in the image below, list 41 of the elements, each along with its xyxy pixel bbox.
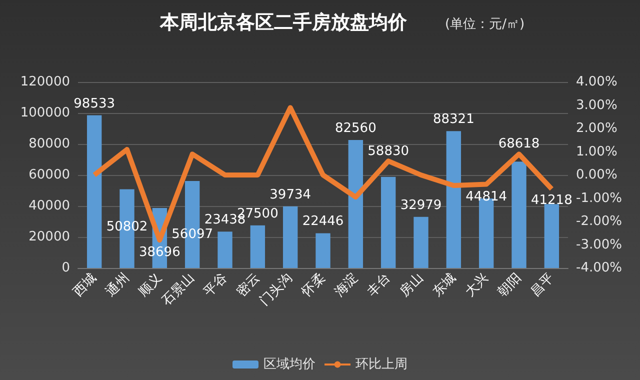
y-tick-label: 100000 bbox=[20, 106, 70, 120]
y2-tick-label: 3.00% bbox=[576, 98, 618, 113]
data-label: 44814 bbox=[466, 190, 508, 205]
data-label: 98533 bbox=[74, 96, 116, 112]
y-tick-label: 40000 bbox=[28, 198, 70, 214]
data-label: 82560 bbox=[334, 121, 376, 136]
y2-tick-label: -2.00% bbox=[576, 214, 622, 229]
legend-label: 环比上周 bbox=[356, 357, 408, 372]
y2-tick-label: -4.00% bbox=[576, 260, 622, 276]
x-tick-label: 朝阳 bbox=[495, 270, 524, 300]
x-tick-label: 昌平 bbox=[528, 270, 557, 300]
x-tick-label: 通州 bbox=[103, 270, 132, 300]
y-tick-label: 80000 bbox=[28, 136, 70, 152]
chart-subtitle: (单位：元/㎡) bbox=[445, 17, 525, 32]
y2-tick-label: 4.00% bbox=[576, 74, 618, 90]
x-tick-label: 大兴 bbox=[462, 270, 492, 300]
data-label: 58830 bbox=[368, 144, 410, 159]
y2-tick-label: 2.00% bbox=[576, 121, 618, 136]
data-label: 32979 bbox=[400, 198, 442, 213]
legend-label: 区域均价 bbox=[264, 357, 316, 372]
x-tick-label: 房山 bbox=[396, 270, 426, 300]
y-tick-label: 120000 bbox=[20, 74, 70, 90]
data-label: 22446 bbox=[302, 214, 344, 230]
data-label: 88321 bbox=[432, 112, 474, 128]
x-tick-label: 西城 bbox=[70, 270, 100, 300]
y-tick-label: 60000 bbox=[28, 168, 70, 182]
data-label: 41218 bbox=[530, 193, 572, 208]
x-tick-label: 平谷 bbox=[201, 270, 230, 300]
y-tick-label: 20000 bbox=[28, 230, 70, 244]
y2-tick-label: -3.00% bbox=[576, 237, 622, 252]
data-label: 39734 bbox=[270, 187, 312, 202]
chart-title: 本周北京各区二手房放盘均价 bbox=[159, 12, 408, 34]
x-tick-label: 怀柔 bbox=[298, 270, 328, 300]
y2-tick-label: 1.00% bbox=[576, 144, 618, 160]
x-tick-label: 东城 bbox=[430, 270, 459, 300]
x-tick-label: 丰台 bbox=[364, 270, 394, 300]
y2-tick-label: -1.00% bbox=[576, 190, 622, 206]
y-tick-label: 0 bbox=[62, 260, 70, 276]
x-tick-label: 海淀 bbox=[332, 270, 361, 300]
y2-tick-label: 0.00% bbox=[576, 168, 618, 182]
data-label: 68618 bbox=[498, 136, 540, 152]
